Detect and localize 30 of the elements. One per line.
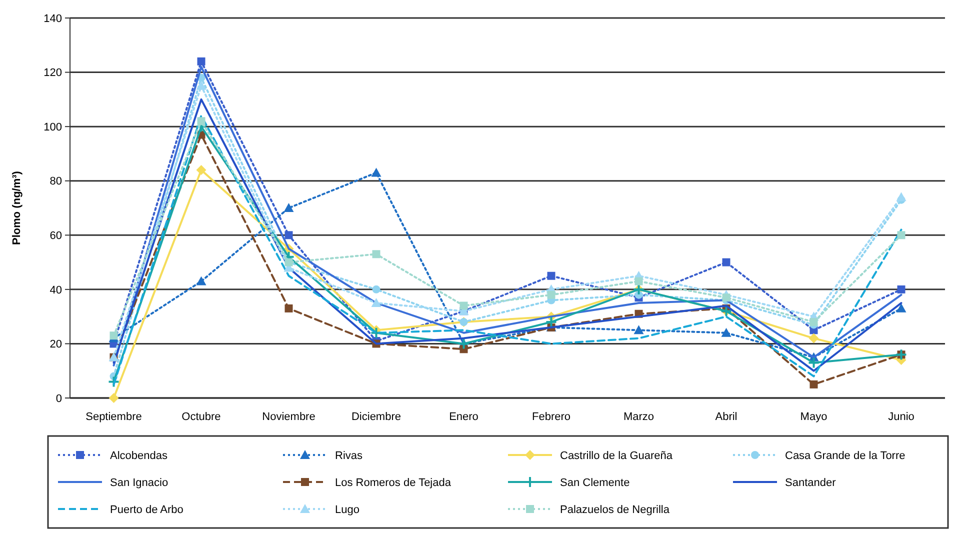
legend-label: Puerto de Arbo bbox=[110, 504, 184, 516]
legend-label: Alcobendas bbox=[110, 450, 168, 462]
y-tick-label: 120 bbox=[44, 67, 62, 80]
x-tick-label: Abril bbox=[715, 411, 738, 423]
x-tick-label: Noviembre bbox=[262, 411, 316, 423]
y-tick-label: 80 bbox=[50, 176, 62, 188]
x-tick-label: Febrero bbox=[532, 411, 571, 423]
legend-label: Rivas bbox=[335, 450, 364, 462]
y-tick-label: 40 bbox=[50, 284, 62, 296]
x-tick-label: Enero bbox=[449, 411, 478, 423]
y-axis-title: Plomo (ng/m³) bbox=[11, 170, 23, 245]
legend-label: Casa Grande de la Torre bbox=[785, 450, 906, 462]
y-tick-label: 20 bbox=[50, 338, 62, 351]
y-tick-label: 60 bbox=[50, 230, 62, 242]
legend-label: San Ignacio bbox=[110, 476, 168, 489]
x-tick-label: Junio bbox=[888, 411, 914, 423]
legend-label: Palazuelos de Negrilla bbox=[560, 504, 670, 516]
x-tick-label: Marzo bbox=[623, 411, 654, 423]
x-tick-label: Octubre bbox=[182, 411, 221, 423]
legend-label: Castrillo de la Guareña bbox=[560, 450, 674, 462]
x-tick-label: Septiembre bbox=[86, 411, 142, 423]
legend-label: Los Romeros de Tejada bbox=[335, 476, 452, 489]
y-tick-label: 100 bbox=[44, 121, 62, 134]
y-tick-label: 140 bbox=[44, 12, 62, 25]
x-tick-label: Diciembre bbox=[351, 411, 402, 423]
x-tick-label: Mayo bbox=[800, 411, 828, 423]
y-tick-label: 0 bbox=[56, 392, 62, 405]
legend-label: Santander bbox=[785, 476, 836, 489]
legend-label: San Clemente bbox=[560, 476, 630, 489]
legend-label: Lugo bbox=[335, 504, 360, 516]
